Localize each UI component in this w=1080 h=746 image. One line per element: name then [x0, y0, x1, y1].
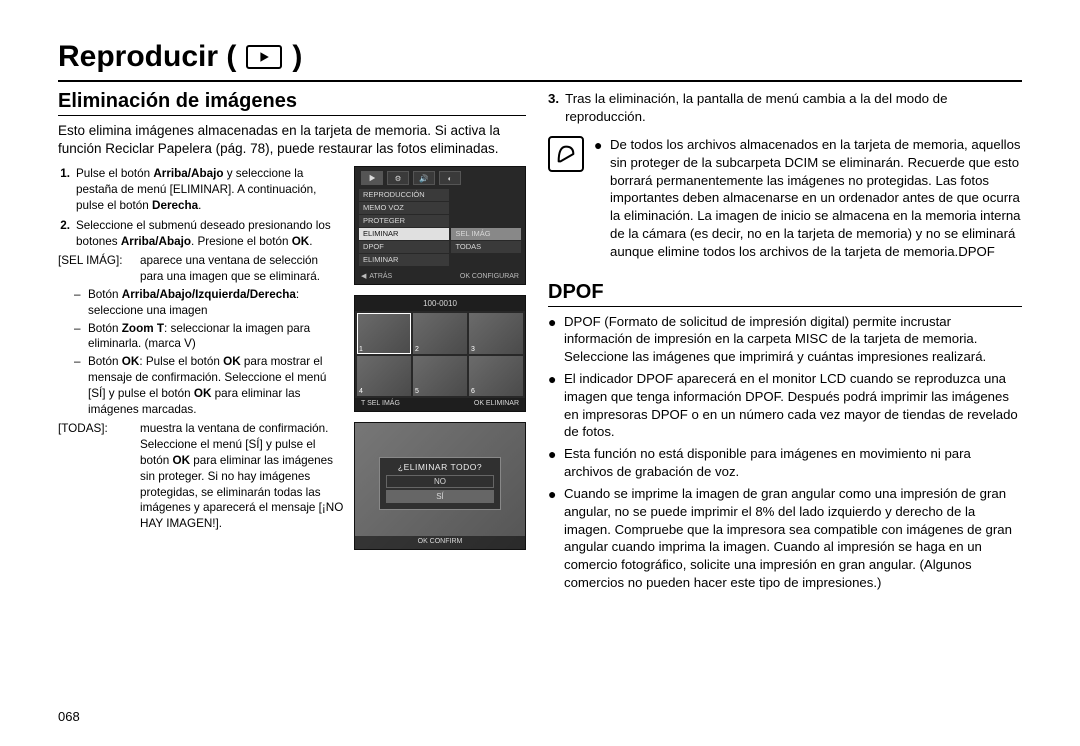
camera-screenshots: ⚙ 🔊 ◐ REPRODUCCIÓN MEMO VOZ PROTEGER ELI… [354, 166, 526, 550]
todas-key: [TODAS]: [58, 421, 136, 532]
menu-item: DPOF [359, 241, 449, 253]
file-number: 100-0010 [423, 299, 457, 308]
left-column: Eliminación de imágenes Esto elimina imá… [58, 90, 526, 596]
bullet-icon: ● [548, 372, 556, 441]
note-text: De todos los archivos almacenados en la … [610, 136, 1022, 261]
bullet-icon: ● [548, 487, 556, 592]
page-title: Reproducir ( ) [58, 40, 1022, 82]
footer-ok: OK ELIMINAR [474, 400, 519, 407]
dpof-list: ●DPOF (Formato de solicitud de impresión… [548, 313, 1022, 592]
camera-thumbnail-screen: 100-0010 1 2 3 4 5 6 T SEL IMÁG OK ELIMI… [354, 295, 526, 412]
tab-play-icon [361, 171, 383, 185]
footer-t: T SEL IMÁG [361, 400, 400, 407]
step-3-number: 3. [548, 90, 559, 126]
dialog-option-no: NO [386, 475, 494, 488]
sel-imag-key: [SEL IMÁG]: [58, 253, 136, 285]
menu-item-eliminar: ELIMINAR [359, 228, 449, 240]
thumbnail: 2 [413, 313, 467, 354]
bullet-icon: ● [548, 315, 556, 366]
step-1-text: Pulse el botón Arriba/Abajo y seleccione… [76, 166, 344, 213]
tab-icon: ⚙ [387, 171, 409, 185]
submenu-sel-imag: SEL IMÁG [451, 228, 521, 240]
thumbnail: 4 [357, 356, 411, 397]
dialog-option-yes: SÍ [386, 490, 494, 503]
bullet-icon: ● [548, 447, 556, 481]
dash-3: Botón OK: Pulse el botón OK para mostrar… [88, 354, 344, 417]
right-column: 3. Tras la eliminación, la pantalla de m… [548, 90, 1022, 596]
note-box: ● De todos los archivos almacenados en l… [548, 136, 1022, 265]
menu-item: MEMO VOZ [359, 202, 449, 214]
sel-imag-text: aparece una ventana de selección para un… [140, 253, 344, 285]
submenu-todas: TODAS [451, 241, 521, 253]
tab-icon: ◐ [439, 171, 461, 185]
step-3-text: Tras la eliminación, la pantalla de menú… [565, 90, 1022, 126]
thumbnail: 3 [469, 313, 523, 354]
section-heading-dpof: DPOF [548, 281, 1022, 307]
note-icon [548, 136, 584, 172]
camera-menu-screen: ⚙ 🔊 ◐ REPRODUCCIÓN MEMO VOZ PROTEGER ELI… [354, 166, 526, 285]
step-1-number: 1 [58, 166, 70, 213]
dialog-title: ¿ELIMINAR TODO? [386, 462, 494, 472]
intro-paragraph: Esto elimina imágenes almacenadas en la … [58, 122, 526, 158]
dpof-bullet-1: DPOF (Formato de solicitud de impresión … [564, 313, 1022, 366]
title-text: Reproducir ( [58, 40, 236, 74]
camera-confirm-screen: ¿ELIMINAR TODO? NO SÍ OK CONFIRM [354, 422, 526, 550]
thumbnail: 6 [469, 356, 523, 397]
dpof-bullet-2: El indicador DPOF aparecerá en el monito… [564, 370, 1022, 441]
menu-item: PROTEGER [359, 215, 449, 227]
thumbnail: 5 [413, 356, 467, 397]
steps-text: 1 Pulse el botón Arriba/Abajo y seleccio… [58, 166, 344, 550]
confirm-dialog: ¿ELIMINAR TODO? NO SÍ [379, 457, 501, 510]
confirm-footer: OK CONFIRM [418, 538, 463, 545]
title-close: ) [292, 40, 302, 74]
footer-back: ◀ ATRÁS [361, 272, 392, 280]
menu-item: REPRODUCCIÓN [359, 189, 449, 201]
dash-2: Botón Zoom T: seleccionar la imagen para… [88, 321, 344, 353]
play-icon [246, 45, 282, 69]
thumbnail: 1 [357, 313, 411, 354]
dpof-bullet-4: Cuando se imprime la imagen de gran angu… [564, 485, 1022, 592]
tab-icon: 🔊 [413, 171, 435, 185]
menu-item: ELIMINAR [359, 254, 449, 266]
step-2-text: Seleccione el submenú deseado presionand… [76, 218, 344, 250]
dpof-bullet-3: Esta función no está disponible para imá… [564, 445, 1022, 481]
dash-1: Botón Arriba/Abajo/Izquierda/Derecha: se… [88, 287, 344, 319]
footer-ok: OK CONFIGURAR [460, 272, 519, 280]
bullet-icon: ● [594, 138, 602, 261]
todas-text: muestra la ventana de confirmación. Sele… [140, 421, 344, 532]
section-heading-eliminacion: Eliminación de imágenes [58, 90, 526, 116]
step-2-number: 2 [58, 218, 70, 250]
page-number: 068 [58, 709, 80, 724]
